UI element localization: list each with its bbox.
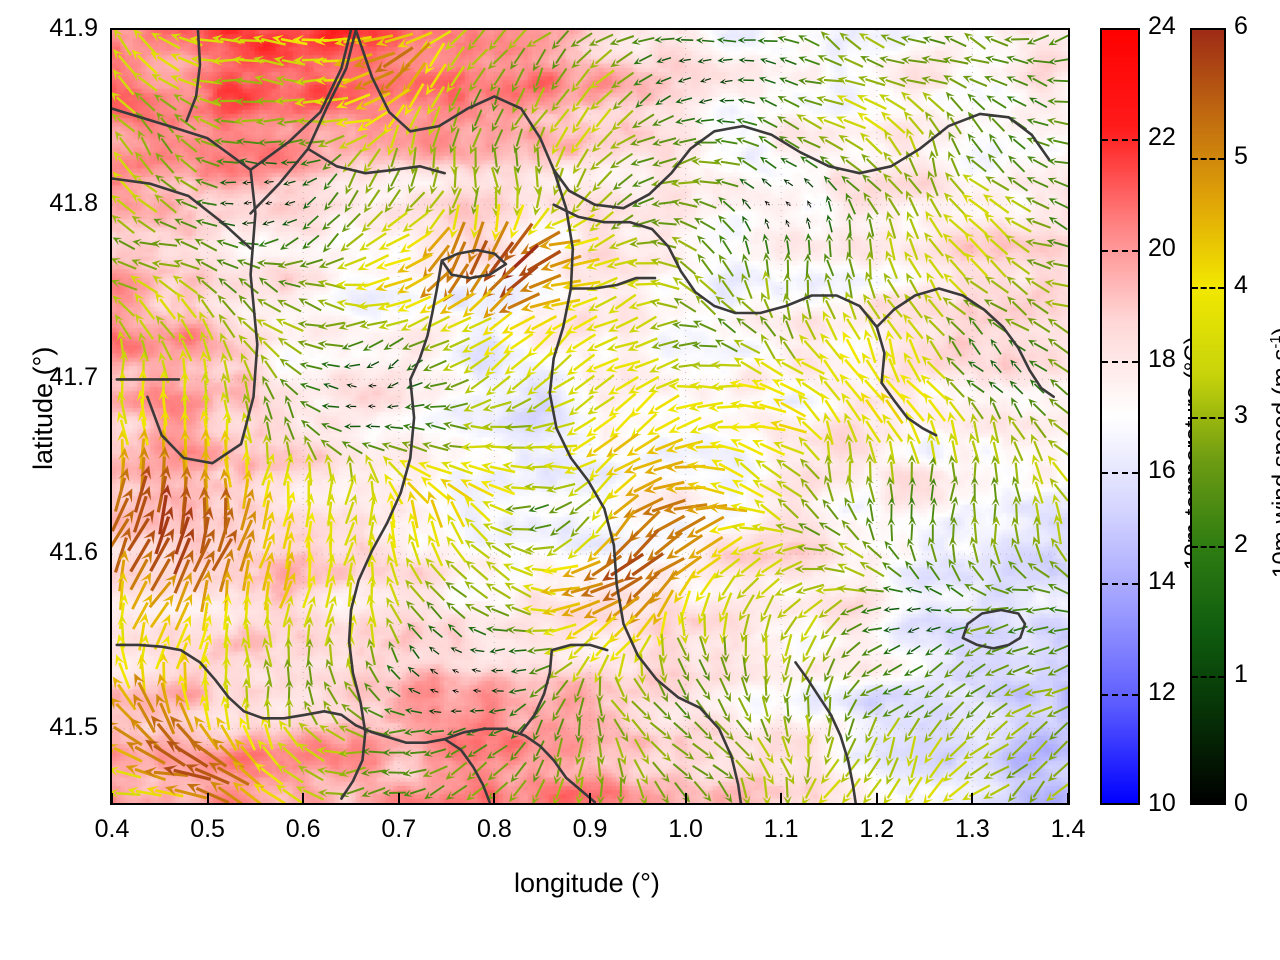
colorbar-tick-label: 22 [1148,123,1176,151]
colorbar-tick-label: 1 [1234,659,1248,688]
y-tick-label: 41.5 [49,712,98,741]
x-tick-label: 0.4 [94,815,130,843]
colorbar-tick-mark [1192,675,1224,678]
colorbar-tick-mark [1192,416,1224,419]
boundary-contours [112,30,1055,803]
x-tick-mark [206,793,209,803]
colorbar-tick-mark [1102,694,1138,696]
colorbar-tick-label: 2 [1234,530,1248,558]
colorbar-tick-label: 4 [1234,271,1248,299]
colorbar-tick-mark [1102,361,1138,363]
colorbar-tick-label: 3 [1234,400,1248,429]
colorbar-tick-label: 18 [1148,345,1176,373]
x-axis-label: longitude (°) [514,868,660,898]
x-tick-mark [1067,793,1069,803]
colorbar-tick-mark [1102,139,1138,141]
wind-vector-arrows [112,30,1068,803]
colorbar-tick-label: 14 [1148,567,1176,595]
temperature-colorbar[interactable] [1100,28,1140,805]
y-tick-label: 41.8 [49,188,98,217]
colorbar-tick-label: 5 [1234,141,1248,170]
x-tick-label: 1.2 [859,815,895,843]
colorbar-tick-mark [1192,157,1224,160]
colorbar-tick-label: 20 [1148,234,1176,262]
map-plot-area[interactable] [110,28,1070,805]
x-tick-label: 0.8 [477,815,512,843]
x-tick-mark [302,793,305,803]
x-tick-label: 0.7 [381,815,417,843]
x-tick-label: 0.9 [572,815,608,843]
colorbar-tick-mark [1102,472,1138,474]
x-tick-mark [493,793,496,803]
colorbar-tick-label: 12 [1148,678,1176,706]
colorbar-tick-mark [1102,583,1138,585]
wind-label-exponent: -1 [1268,335,1280,349]
wind-speed-colorbar-label: 10m-wind speed (m s-1) [1268,327,1280,578]
x-tick-label: 1.4 [1050,815,1086,843]
y-tick-label: 41.7 [49,363,98,392]
colorbar-tick-label: 10 [1148,789,1176,817]
x-tick-mark [780,793,783,803]
x-tick-label: 0.6 [285,815,321,843]
x-tick-mark [589,793,591,803]
colorbar-tick-label: 24 [1148,12,1176,40]
y-tick-label: 41.9 [49,14,98,42]
colorbar-tick-mark [1102,250,1138,252]
colorbar-tick-label: 6 [1234,12,1248,40]
x-tick-label: 0.5 [190,815,225,843]
x-tick-label: 1.1 [763,815,799,843]
x-tick-label: 1.3 [955,815,990,843]
wind-label-tail: ) [1268,327,1280,335]
x-tick-mark [111,793,113,803]
x-tick-mark [971,793,974,803]
x-tick-label: 1.0 [668,815,703,843]
colorbar-tick-label: 16 [1148,456,1176,484]
x-tick-mark [397,793,400,803]
y-tick-label: 41.6 [49,538,98,567]
wind-label-main: 10m-wind speed (m s [1268,349,1280,578]
x-tick-mark [875,793,878,803]
x-tick-mark [684,793,687,803]
colorbar-tick-label: 0 [1234,789,1248,817]
colorbar-tick-mark [1192,287,1224,289]
colorbar-tick-mark [1192,546,1224,548]
